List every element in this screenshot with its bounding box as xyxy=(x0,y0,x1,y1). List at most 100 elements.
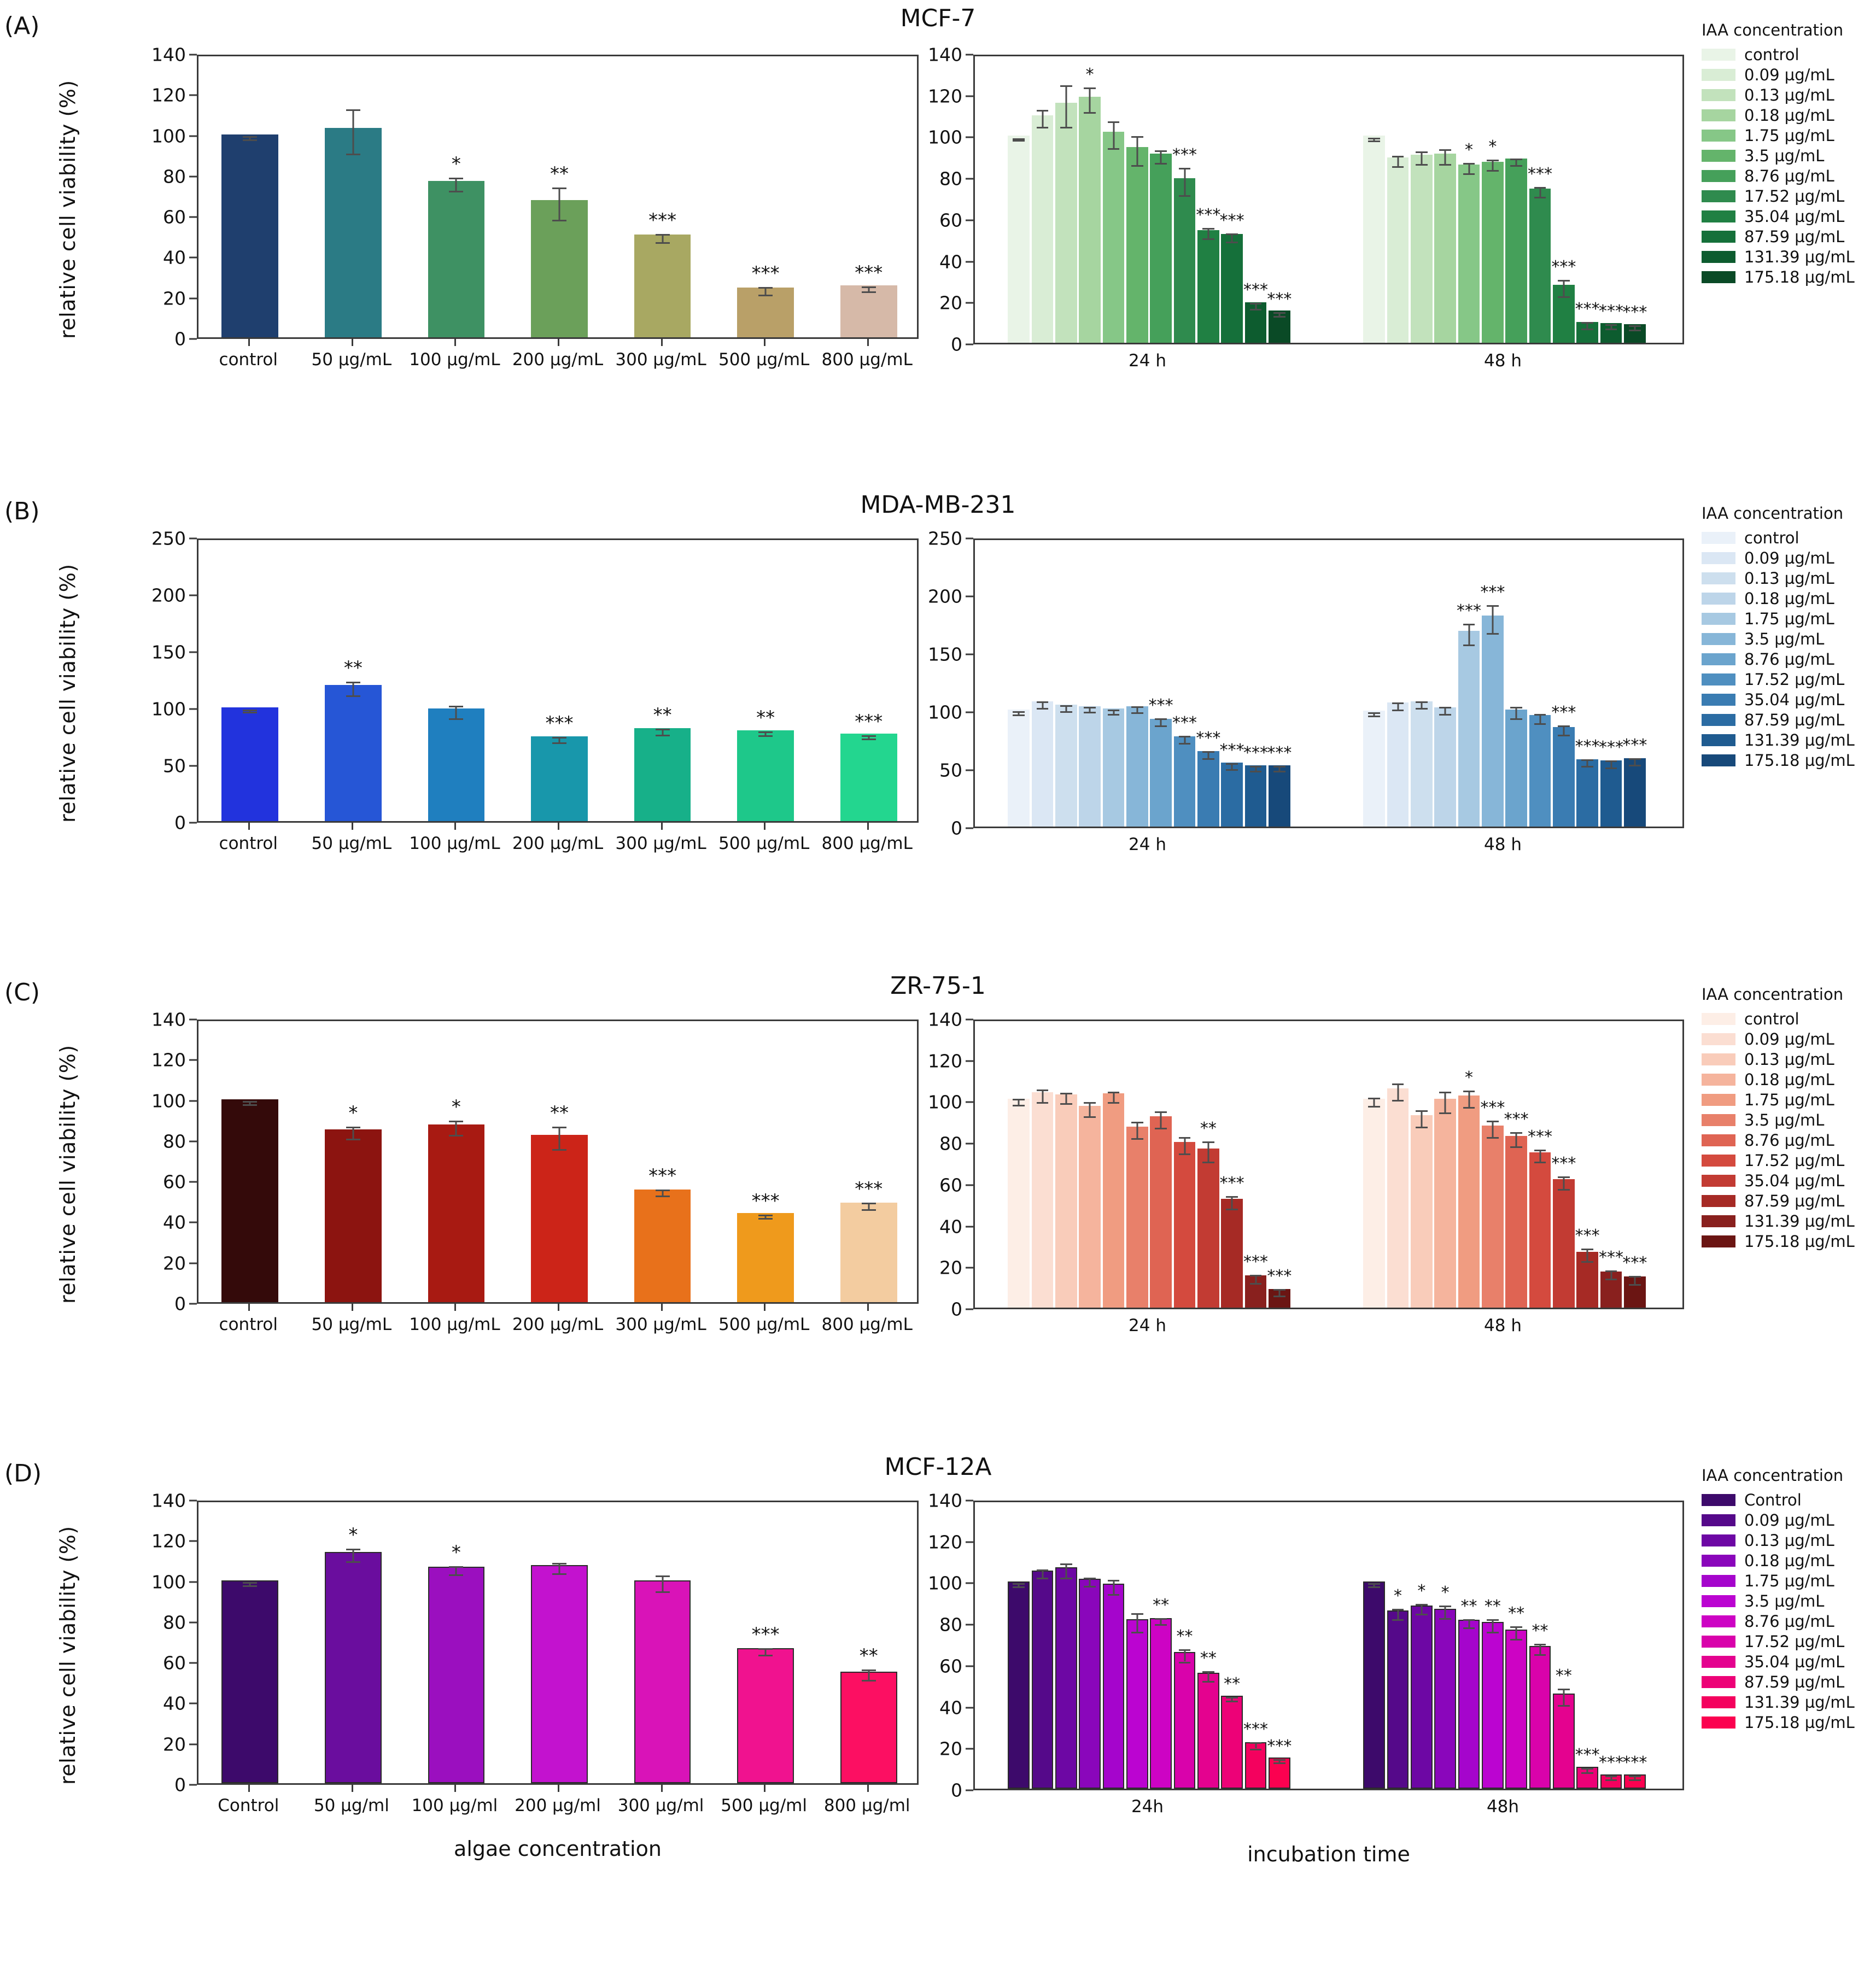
bar xyxy=(1458,165,1480,343)
legend-item-label: 175.18 µg/mL xyxy=(1744,267,1855,286)
legend-swatch-2 xyxy=(1702,89,1735,101)
legend-item[interactable]: 35.04 µg/mL xyxy=(1702,1170,1855,1191)
legend-item[interactable]: 1.75 µg/mL xyxy=(1702,1571,1855,1591)
legend-swatch-4 xyxy=(1702,1093,1735,1106)
legend-item-label: 87.59 µg/mL xyxy=(1744,710,1845,729)
legend-item[interactable]: control xyxy=(1702,528,1855,548)
error-bar-cap xyxy=(1060,705,1072,707)
error-bar-cap xyxy=(1605,760,1617,762)
legend-swatch-0 xyxy=(1702,1493,1735,1506)
legend-item-label: 131.39 µg/mL xyxy=(1744,730,1855,749)
legend-item[interactable]: Control xyxy=(1702,1490,1855,1510)
error-bar-cap xyxy=(1202,228,1214,230)
bar xyxy=(1079,1105,1101,1308)
legend-item[interactable]: 175.18 µg/mL xyxy=(1702,267,1855,287)
error-bar-cap xyxy=(1107,148,1120,150)
legend-item[interactable]: 3.5 µg/mL xyxy=(1702,145,1855,166)
x-tick-mark xyxy=(454,1304,457,1311)
legend-item[interactable]: 0.18 µg/mL xyxy=(1702,1550,1855,1571)
error-bar-cap xyxy=(1415,1603,1428,1606)
legend-item[interactable]: 8.76 µg/mL xyxy=(1702,649,1855,669)
error-bar-cap xyxy=(1013,1105,1025,1107)
legend-item[interactable]: control xyxy=(1702,1009,1855,1029)
legend-item[interactable]: 3.5 µg/mL xyxy=(1702,629,1855,649)
legend-item[interactable]: 8.76 µg/mL xyxy=(1702,1130,1855,1150)
legend-item[interactable]: control xyxy=(1702,44,1855,65)
legend-item[interactable]: 175.18 µg/mL xyxy=(1702,750,1855,770)
error-bar-cap xyxy=(1155,150,1167,153)
legend-item[interactable]: 131.39 µg/mL xyxy=(1702,730,1855,750)
bar xyxy=(1173,1652,1196,1789)
legend-item[interactable]: 87.59 µg/mL xyxy=(1702,1191,1855,1211)
y-tick-label: 0 xyxy=(174,1774,186,1796)
bar xyxy=(1008,136,1030,343)
legend-item[interactable]: 17.52 µg/mL xyxy=(1702,186,1855,206)
legend-swatch-10 xyxy=(1702,1696,1735,1708)
y-tick-mark xyxy=(966,827,973,829)
error-bar-cap xyxy=(1084,112,1096,114)
y-tick-mark xyxy=(966,1308,973,1310)
y-tick-mark xyxy=(189,1621,197,1624)
legend-item[interactable]: 1.75 µg/mL xyxy=(1702,125,1855,145)
y-tick-label: 80 xyxy=(939,1614,962,1636)
x-tick-mark xyxy=(454,339,457,346)
legend-item[interactable]: 17.52 µg/mL xyxy=(1702,1631,1855,1651)
legend-item[interactable]: 87.59 µg/mL xyxy=(1702,226,1855,247)
y-tick-mark xyxy=(966,1499,973,1502)
significance-marker: *** xyxy=(1148,696,1173,716)
legend-item[interactable]: 87.59 µg/mL xyxy=(1702,1672,1855,1692)
significance-marker: * xyxy=(1085,65,1094,84)
bar xyxy=(1102,1093,1125,1308)
y-tick-mark xyxy=(189,338,197,340)
legend-item[interactable]: 35.04 µg/mL xyxy=(1702,1651,1855,1672)
legend-item[interactable]: 0.09 µg/mL xyxy=(1702,65,1855,85)
legend-item[interactable]: 1.75 µg/mL xyxy=(1702,1089,1855,1110)
legend-item[interactable]: 131.39 µg/mL xyxy=(1702,247,1855,267)
legend-item[interactable]: 87.59 µg/mL xyxy=(1702,710,1855,730)
legend-item[interactable]: 17.52 µg/mL xyxy=(1702,1150,1855,1170)
error-bar-cap xyxy=(758,731,773,734)
legend-item[interactable]: 8.76 µg/mL xyxy=(1702,166,1855,186)
legend-item[interactable]: 0.09 µg/mL xyxy=(1702,1029,1855,1049)
legend-item[interactable]: 0.18 µg/mL xyxy=(1702,588,1855,608)
legend-item[interactable]: 0.13 µg/mL xyxy=(1702,85,1855,105)
legend-item[interactable]: 0.18 µg/mL xyxy=(1702,1069,1855,1089)
error-bar xyxy=(558,1563,560,1573)
legend-item[interactable]: 0.09 µg/mL xyxy=(1702,548,1855,568)
legend-item[interactable]: 8.76 µg/mL xyxy=(1702,1611,1855,1631)
legend-item[interactable]: 35.04 µg/mL xyxy=(1702,689,1855,710)
panel-title: MDA-MB-231 xyxy=(860,491,1016,519)
legend-item[interactable]: 131.39 µg/mL xyxy=(1702,1211,1855,1231)
legend-item[interactable]: 175.18 µg/mL xyxy=(1702,1712,1855,1732)
x-tick-mark xyxy=(661,1304,663,1311)
significance-marker: *** xyxy=(1622,1753,1647,1773)
bar xyxy=(1505,1135,1528,1308)
x-tick-mark xyxy=(867,339,869,346)
legend-item[interactable]: 3.5 µg/mL xyxy=(1702,1591,1855,1611)
legend-item[interactable]: 131.39 µg/mL xyxy=(1702,1692,1855,1712)
error-bar xyxy=(1468,162,1470,173)
legend-item[interactable]: 0.18 µg/mL xyxy=(1702,105,1855,125)
y-tick-mark xyxy=(189,1018,197,1021)
legend-item-label: 8.76 µg/mL xyxy=(1744,1130,1834,1150)
legend-item[interactable]: 0.13 µg/mL xyxy=(1702,568,1855,588)
error-bar-cap xyxy=(1131,712,1143,714)
error-bar-cap xyxy=(1107,709,1120,711)
x-tick-mark xyxy=(558,339,559,346)
significance-marker: ** xyxy=(550,1102,569,1124)
legend-item[interactable]: 0.13 µg/mL xyxy=(1702,1049,1855,1069)
legend-item[interactable]: 17.52 µg/mL xyxy=(1702,669,1855,689)
legend-item[interactable]: 1.75 µg/mL xyxy=(1702,608,1855,629)
legend-title: IAA concentration xyxy=(1702,21,1844,39)
error-bar xyxy=(1539,714,1541,723)
x-tick-label: 300 µg/mL xyxy=(615,1315,706,1334)
legend-item[interactable]: 0.09 µg/mL xyxy=(1702,1510,1855,1530)
y-tick-label: 20 xyxy=(163,1252,186,1274)
error-bar-cap xyxy=(552,742,566,745)
legend-item[interactable]: 35.04 µg/mL xyxy=(1702,206,1855,226)
legend-item[interactable]: 0.13 µg/mL xyxy=(1702,1530,1855,1550)
error-bar-cap xyxy=(1415,163,1428,166)
legend-item[interactable]: 175.18 µg/mL xyxy=(1702,1231,1855,1251)
error-bar-cap xyxy=(1368,1583,1381,1585)
legend-item[interactable]: 3.5 µg/mL xyxy=(1702,1110,1855,1130)
